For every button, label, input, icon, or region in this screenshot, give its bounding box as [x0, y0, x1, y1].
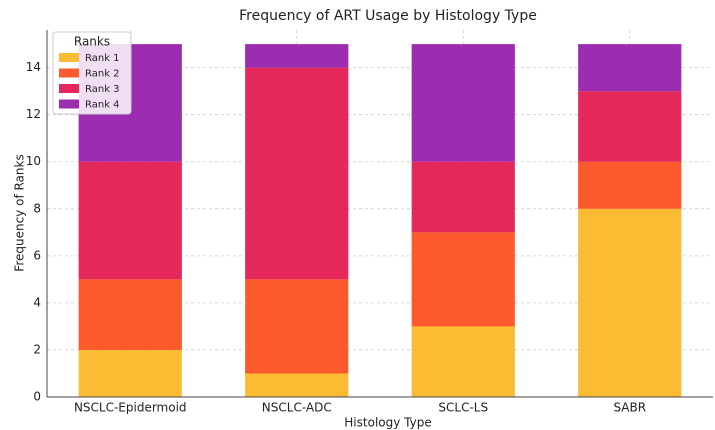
bar-segment [578, 161, 682, 209]
bar-segment [245, 373, 349, 397]
y-tick-label: 0 [33, 390, 41, 404]
x-tick-label: NSCLC-Epidermoid [74, 401, 187, 415]
legend-label: Rank 1 [85, 53, 120, 64]
legend-title: Ranks [74, 35, 110, 49]
y-tick-label: 12 [26, 107, 41, 121]
bar-segment [411, 326, 515, 397]
y-tick-label: 4 [33, 295, 41, 309]
y-tick-label: 6 [33, 248, 41, 262]
legend-label: Rank 2 [85, 69, 120, 80]
x-tick-label: SCLC-LS [438, 401, 488, 415]
bar-segment [245, 67, 349, 280]
legend-swatch [59, 53, 79, 62]
y-axis-label: Frequency of Ranks [13, 154, 27, 271]
bar-segment [578, 208, 682, 397]
legend-swatch [59, 99, 79, 109]
chart-title: Frequency of ART Usage by Histology Type [239, 8, 537, 24]
x-axis-label: Histology Type [344, 416, 431, 430]
bar-segment [78, 279, 182, 350]
bar-segment [578, 91, 682, 162]
bar-segment [411, 44, 515, 162]
legend-box [52, 31, 132, 115]
legend-label: Rank 4 [85, 100, 120, 111]
bar-segment [78, 161, 182, 280]
bar-segment [78, 349, 182, 397]
bar-segment [411, 232, 515, 327]
legend-label: Rank 3 [85, 84, 120, 95]
bar-segment [578, 44, 682, 92]
y-tick-label: 8 [33, 201, 41, 215]
y-tick-label: 2 [33, 342, 41, 356]
bar-segment [245, 44, 349, 68]
x-tick-label: SABR [613, 401, 646, 415]
y-tick-label: 14 [26, 60, 41, 74]
y-tick-label: 10 [26, 154, 41, 168]
bar-segment [245, 279, 349, 374]
x-tick-label: NSCLC-ADC [262, 401, 332, 415]
legend-swatch [59, 84, 79, 93]
legend-swatch [59, 68, 79, 78]
bar-segment [411, 161, 515, 233]
